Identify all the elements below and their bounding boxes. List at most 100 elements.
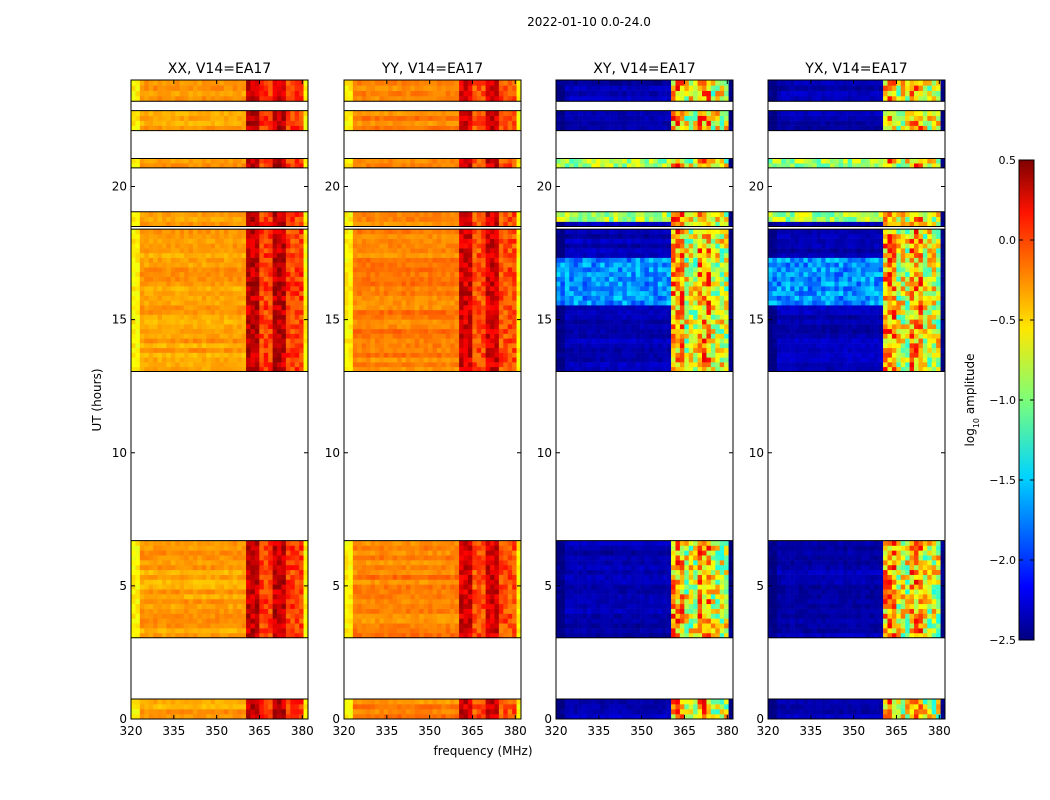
heatmap-cell (299, 267, 304, 273)
heatmap-cell (192, 540, 198, 546)
heatmap-cell (423, 550, 429, 556)
heatmap-cell (450, 328, 455, 334)
heatmap-cell (232, 248, 238, 254)
heatmap-cell (192, 211, 198, 217)
heatmap-cell (131, 366, 136, 372)
heatmap-cell (388, 709, 393, 715)
heatmap-cell (144, 598, 149, 605)
heatmap-cell (401, 233, 407, 239)
heatmap-cell (383, 347, 389, 353)
heatmap-cell (272, 362, 278, 368)
heatmap-cell (197, 704, 203, 710)
heatmap-cell (157, 85, 163, 91)
heatmap-cell (135, 314, 141, 320)
heatmap-cell (490, 229, 495, 235)
heatmap-cell (223, 560, 229, 566)
heatmap-cell (454, 555, 460, 561)
heatmap-cell (206, 276, 211, 282)
heatmap-cell (232, 85, 238, 91)
heatmap-cell (215, 115, 220, 121)
heatmap-cell (414, 569, 420, 575)
heatmap-cell (206, 252, 211, 258)
heatmap-cell (299, 90, 304, 97)
heatmap-cell (170, 233, 176, 239)
heatmap-cell (268, 267, 273, 273)
heatmap-cell (290, 163, 296, 169)
heatmap-cell (352, 221, 358, 227)
heatmap-cell (476, 229, 482, 235)
heatmap-cell (188, 271, 194, 277)
heatmap-cell (290, 347, 296, 353)
heatmap-cell (348, 603, 354, 609)
heatmap-cell (344, 366, 349, 372)
heatmap-cell (432, 276, 438, 282)
heatmap-cell (170, 338, 176, 344)
heatmap-cell (201, 257, 207, 263)
heatmap-cell (423, 252, 429, 258)
heatmap-cell (463, 295, 469, 301)
heatmap-cell (197, 281, 203, 287)
heatmap-cell (352, 545, 358, 551)
heatmap-cell (401, 216, 407, 222)
heatmap-cell (215, 243, 220, 249)
heatmap-cell (268, 564, 273, 571)
heatmap-cell (357, 314, 362, 320)
heatmap-cell (414, 229, 420, 235)
heatmap-cell (250, 125, 256, 131)
heatmap-cell (184, 120, 189, 126)
heatmap-cell (131, 555, 136, 561)
heatmap-cell (192, 709, 198, 715)
heatmap-cell (188, 314, 194, 320)
heatmap-cell (414, 594, 420, 600)
heatmap-cell (299, 233, 304, 239)
heatmap-cell (485, 550, 491, 556)
heatmap-cell (485, 603, 491, 609)
heatmap-cell (503, 623, 509, 629)
heatmap-cell (179, 276, 185, 282)
heatmap-cell (148, 309, 154, 315)
heatmap-cell (379, 564, 385, 571)
heatmap-cell (303, 598, 309, 605)
heatmap-cell (179, 603, 185, 609)
heatmap-cell (192, 347, 198, 353)
heatmap-cell (357, 613, 362, 619)
heatmap-cell (144, 211, 149, 217)
heatmap-cell (414, 613, 420, 619)
heatmap-cell (210, 286, 216, 292)
heatmap-cell (228, 305, 234, 311)
heatmap-cell (206, 366, 211, 372)
heatmap-cell (454, 623, 460, 629)
heatmap-cell (299, 362, 304, 368)
heatmap-cell (450, 347, 455, 353)
heatmap-cell (299, 569, 304, 575)
heatmap-cell (201, 704, 207, 710)
heatmap-cell (405, 221, 411, 227)
heatmap-cell (485, 574, 491, 580)
heatmap-cell (228, 233, 234, 239)
heatmap-cell (170, 714, 176, 720)
heatmap-cell (285, 252, 291, 258)
heatmap-cell (401, 623, 407, 629)
heatmap-cell (432, 338, 438, 344)
heatmap-cell (432, 540, 438, 546)
heatmap-cell (285, 564, 291, 571)
heatmap-cell (166, 95, 172, 102)
heatmap-cell (299, 366, 304, 372)
heatmap-cell (250, 248, 256, 254)
heatmap-cell (472, 598, 478, 605)
heatmap-cell (237, 276, 242, 282)
heatmap-cell (153, 125, 158, 131)
heatmap-cell (175, 90, 180, 97)
heatmap-cell (503, 290, 509, 296)
heatmap-cell (388, 233, 393, 239)
heatmap-cell (445, 699, 451, 705)
heatmap-cell (246, 262, 251, 268)
heatmap-cell (219, 618, 225, 624)
heatmap-cell (454, 343, 460, 349)
heatmap-cell (268, 262, 273, 268)
heatmap-cell (139, 229, 145, 235)
heatmap-cell (503, 343, 509, 349)
heatmap-cell (157, 699, 163, 705)
heatmap-cell (263, 324, 269, 330)
heatmap-cell (223, 252, 229, 258)
